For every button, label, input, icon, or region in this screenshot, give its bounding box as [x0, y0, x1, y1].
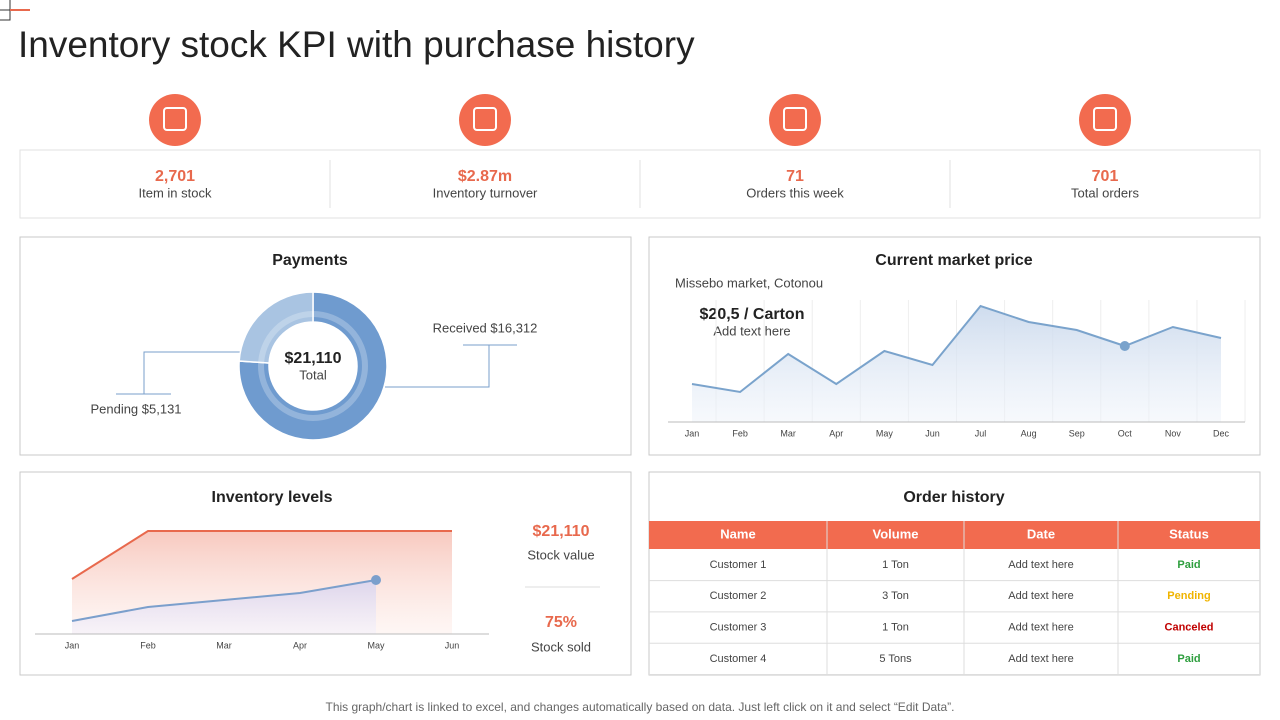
highlight-point [1119, 341, 1130, 351]
slice-label: Received $16,312 [433, 320, 538, 335]
table-header-bg [649, 521, 1260, 549]
kpi-icon [769, 94, 821, 146]
stat-label: Stock sold [531, 639, 591, 654]
panel-title: Current market price [875, 252, 1032, 269]
table-cell: Customer 3 [710, 622, 767, 634]
stat-label: Stock value [527, 547, 594, 562]
donut-center-label: Total [299, 367, 327, 382]
table-cell: Add text here [1008, 622, 1073, 634]
x-tick-label: Feb [140, 640, 156, 650]
connector [116, 351, 240, 395]
table-cell: Pending [1167, 590, 1210, 602]
x-tick-label: Jan [65, 640, 80, 650]
table-cell: Customer 1 [710, 559, 767, 571]
stat-value: 75% [545, 614, 577, 631]
footer-note: This graph/chart is linked to excel, and… [326, 700, 955, 714]
kpi-value: $2.87m [458, 168, 512, 185]
table-cell: 5 Tons [879, 653, 912, 665]
annotation: $20,5 / Carton [700, 306, 805, 323]
x-tick-label: Sep [1069, 428, 1085, 438]
kpi-icon [149, 94, 201, 146]
x-tick-label: Mar [780, 428, 796, 438]
kpi-icon-glyph [473, 107, 497, 131]
connector [385, 344, 517, 388]
table-cell: Add text here [1008, 653, 1073, 665]
table-cell: Customer 2 [710, 590, 767, 602]
x-tick-label: Oct [1118, 428, 1133, 438]
x-tick-label: Jan [685, 428, 700, 438]
line [71, 579, 377, 622]
x-tick-label: Jul [975, 428, 987, 438]
table-header-cell: Status [1169, 526, 1209, 541]
x-tick-label: Feb [732, 428, 748, 438]
table-cell: Paid [1177, 559, 1200, 571]
table-header-cell: Date [1027, 526, 1055, 541]
kpi-label: Orders this week [746, 185, 844, 200]
table-cell: 1 Ton [882, 622, 909, 634]
donut-slice [238, 291, 388, 441]
table-cell: Customer 4 [710, 653, 767, 665]
donut-slice [238, 291, 314, 364]
x-tick-label: Nov [1165, 428, 1182, 438]
x-tick-label: Dec [1213, 428, 1230, 438]
table-cell: Add text here [1008, 590, 1073, 602]
kpi-icon [1079, 94, 1131, 146]
x-tick-label: Apr [293, 640, 307, 650]
table-cell: Canceled [1165, 622, 1214, 634]
table-cell: 1 Ton [882, 559, 909, 571]
panel-title: Inventory levels [212, 489, 333, 506]
kpi-label: Item in stock [139, 185, 212, 200]
kpi-label: Inventory turnover [433, 185, 538, 200]
kpi-value: 71 [786, 168, 804, 185]
x-tick-label: May [367, 640, 385, 650]
kpi-label: Total orders [1071, 185, 1139, 200]
line [691, 304, 1222, 394]
donut-inner-ring [258, 311, 368, 421]
panel-title: Order history [903, 489, 1004, 506]
stat-value: $21,110 [533, 523, 590, 540]
table-header-cell: Volume [873, 526, 919, 541]
table-cell: Paid [1177, 653, 1200, 665]
kpi-value: 2,701 [155, 168, 195, 185]
kpi-icon [459, 94, 511, 146]
page-title: Inventory stock KPI with purchase histor… [18, 24, 695, 65]
annotation: Missebo market, Cotonou [675, 275, 823, 290]
x-tick-label: May [876, 428, 894, 438]
donut-center-value: $21,110 [285, 350, 342, 367]
kpi-icon-glyph [1093, 107, 1117, 131]
annotation: Add text here [713, 323, 790, 338]
panel-title: Payments [272, 252, 348, 269]
x-tick-label: Apr [829, 428, 843, 438]
kpi-icon-glyph [783, 107, 807, 131]
table-cell: 3 Ton [882, 590, 909, 602]
kpi-value: 701 [1092, 168, 1119, 185]
table-header-cell: Name [720, 526, 755, 541]
slice-label: Pending $5,131 [90, 401, 181, 416]
x-tick-label: Jun [445, 640, 460, 650]
kpi-icon-glyph [163, 107, 187, 131]
x-tick-label: Aug [1021, 428, 1037, 438]
x-tick-label: Jun [925, 428, 940, 438]
table-cell: Add text here [1008, 559, 1073, 571]
line [71, 530, 452, 580]
x-tick-label: Mar [216, 640, 232, 650]
end-point [371, 575, 381, 585]
